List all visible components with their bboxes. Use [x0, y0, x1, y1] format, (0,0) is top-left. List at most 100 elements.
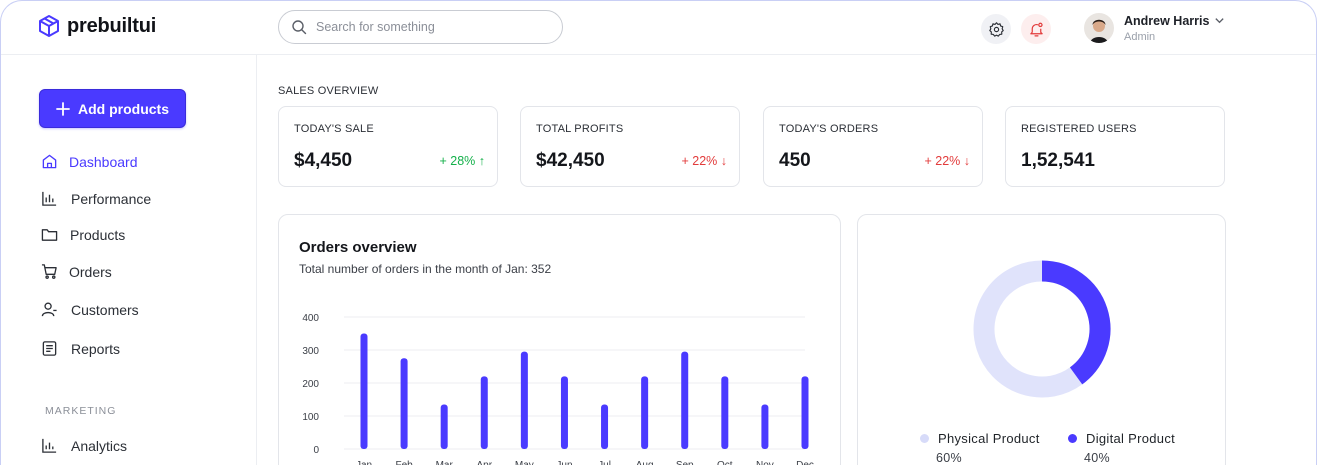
- x-tick-label: Jun: [556, 460, 572, 465]
- legend-percent: 40%: [1084, 451, 1110, 465]
- stat-value: 1,52,541: [1021, 150, 1095, 171]
- bar-sep: [681, 351, 689, 449]
- search-bar[interactable]: [278, 10, 563, 44]
- sales-overview-title: SALES OVERVIEW: [278, 85, 379, 97]
- stat-label: TODAY'S SALE: [294, 123, 374, 135]
- plus-icon: [56, 101, 70, 116]
- sidebar-item-orders[interactable]: Orders: [41, 263, 112, 280]
- y-tick-label: 0: [313, 445, 319, 456]
- stat-change-text: + 28%: [439, 154, 476, 168]
- sidebar-item-label: Products: [70, 226, 126, 243]
- stat-value: $42,450: [536, 150, 605, 171]
- sidebar-item-reports[interactable]: Reports: [41, 340, 120, 357]
- sidebar-item-label: Dashboard: [69, 153, 138, 170]
- legend-dot: [920, 434, 929, 443]
- bell-icon: [1029, 22, 1043, 36]
- settings-icon: [988, 21, 1004, 37]
- sidebar-item-label: Customers: [71, 301, 139, 318]
- y-tick-label: 200: [302, 379, 319, 390]
- bar-jun: [560, 376, 568, 449]
- legend-label: Digital Product: [1086, 431, 1176, 446]
- bar-nov: [761, 404, 769, 449]
- y-tick-label: 100: [302, 412, 319, 423]
- sidebar-item-label: Performance: [71, 190, 152, 207]
- legend-item-digital: Digital Product: [1068, 431, 1175, 446]
- x-tick-label: Dec: [796, 460, 814, 465]
- bar-aug: [641, 376, 649, 449]
- notifications-button[interactable]: [1021, 14, 1051, 44]
- sidebar-item-dashboard[interactable]: Dashboard: [41, 153, 138, 170]
- sidebar-item-performance[interactable]: Performance: [41, 190, 151, 207]
- add-products-button[interactable]: Add products: [39, 89, 186, 128]
- bar-dec: [801, 376, 809, 449]
- bar-oct: [721, 376, 729, 449]
- bar-may: [520, 351, 528, 449]
- search-icon: [292, 20, 307, 35]
- stat-value: $4,450: [294, 150, 353, 171]
- brand-name: prebuiltui: [67, 14, 157, 37]
- sidebar-item-label: Orders: [69, 263, 112, 280]
- stat-change-text: + 22%: [924, 154, 961, 168]
- stat-label: TODAY'S ORDERS: [779, 123, 879, 135]
- stat-label: REGISTERED USERS: [1021, 123, 1137, 135]
- user-role: Admin: [1124, 30, 1156, 43]
- sidebar-item-label: Analytics: [71, 437, 128, 454]
- orders-overview-subtitle: Total number of orders in the month of J…: [299, 262, 552, 276]
- product-type-donut-chart: [973, 260, 1111, 398]
- orders-overview-panel: Orders overview Total number of orders i…: [278, 214, 841, 465]
- sidebar-item-products[interactable]: Products: [41, 226, 125, 243]
- y-tick-label: 400: [302, 313, 319, 324]
- donut-slice-physical-product: [973, 260, 1083, 398]
- donut-slice-digital-product: [1041, 260, 1111, 385]
- document-icon: [42, 341, 57, 356]
- legend-percent: 60%: [936, 451, 962, 465]
- user-name: Andrew Harris: [1124, 13, 1210, 28]
- bar-jul: [601, 404, 609, 449]
- stat-label: TOTAL PROFITS: [536, 123, 624, 135]
- top-header: prebuiltui: [1, 1, 1316, 55]
- x-tick-label: Mar: [436, 460, 454, 465]
- add-products-label: Add products: [78, 100, 169, 117]
- user-info: Andrew Harris Admin: [1124, 14, 1209, 43]
- bar-apr: [480, 376, 488, 449]
- user-menu[interactable]: Andrew Harris Admin: [1084, 13, 1224, 43]
- folder-icon: [41, 229, 58, 241]
- cube-logo-icon: [39, 15, 59, 37]
- stat-change: + 22% ↓: [924, 154, 970, 168]
- stat-card-registered-users: REGISTERED USERS 1,52,541: [1005, 106, 1225, 187]
- orders-overview-title: Orders overview: [299, 239, 417, 256]
- stat-card-todays-orders: TODAY'S ORDERS 450 + 22% ↓: [763, 106, 983, 187]
- stat-value: 450: [779, 150, 811, 171]
- user-icon: [41, 302, 57, 317]
- x-tick-label: Jul: [598, 460, 611, 465]
- x-tick-label: Nov: [756, 460, 774, 465]
- orders-bar-chart: 0 100 200 300 400 Jan Feb Mar Apr May Jun Jul Aug Sep…: [302, 313, 814, 465]
- logo[interactable]: prebuiltui: [37, 14, 156, 38]
- bar-feb: [400, 358, 408, 449]
- cart-icon: [41, 264, 57, 279]
- arrow-up-icon: ↑: [478, 154, 485, 168]
- sidebar-item-analytics[interactable]: Analytics: [41, 437, 127, 454]
- x-tick-label: May: [515, 460, 534, 465]
- stat-change-text: + 22%: [681, 154, 718, 168]
- x-tick-label: Aug: [636, 460, 654, 465]
- home-icon: [42, 154, 57, 169]
- analytics-icon: [42, 438, 57, 453]
- legend-label: Physical Product: [938, 431, 1040, 446]
- sidebar-item-customers[interactable]: Customers: [41, 301, 139, 318]
- y-tick-label: 300: [302, 346, 319, 357]
- settings-button[interactable]: [981, 14, 1011, 44]
- chevron-down-icon[interactable]: [1214, 15, 1225, 26]
- legend-dot: [1068, 434, 1077, 443]
- sidebar: Add products Dashboard Performance Produ…: [1, 55, 257, 465]
- legend-item-physical: Physical Product: [920, 431, 1040, 446]
- avatar: [1084, 13, 1114, 43]
- bar-mar: [440, 404, 448, 449]
- sidebar-item-label: Reports: [71, 340, 121, 357]
- stat-card-todays-sale: TODAY'S SALE $4,450 + 28% ↑: [278, 106, 498, 187]
- arrow-down-icon: ↓: [720, 154, 727, 168]
- bar-jan: [360, 333, 368, 449]
- search-input[interactable]: [316, 20, 536, 34]
- x-tick-label: Jan: [356, 460, 372, 465]
